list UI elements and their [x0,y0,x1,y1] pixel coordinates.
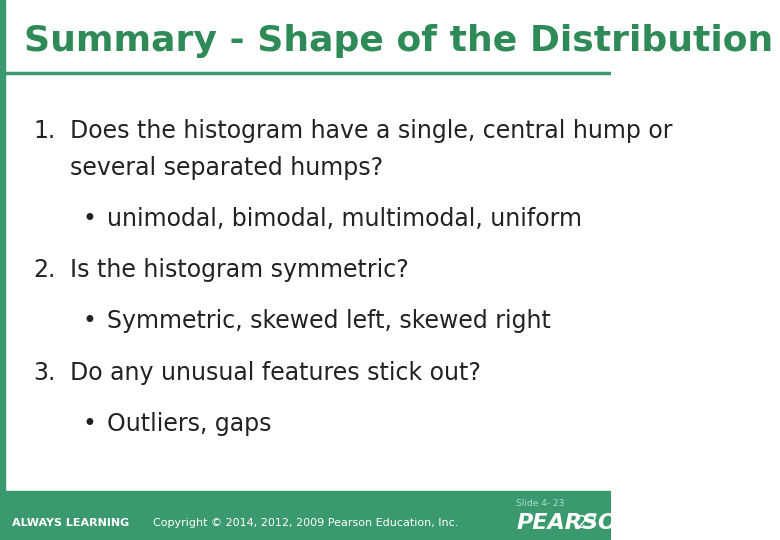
Text: unimodal, bimodal, multimodal, uniform: unimodal, bimodal, multimodal, uniform [107,207,582,231]
Bar [0,0,5,491]
Text: 3.: 3. [34,361,56,384]
Text: PEARSON: PEARSON [516,512,636,533]
Text: several separated humps?: several separated humps? [70,156,384,179]
Text: Outliers, gaps: Outliers, gaps [107,412,271,436]
Text: Does the histogram have a single, central hump or: Does the histogram have a single, centra… [70,119,673,143]
Bar [0,491,611,540]
Text: •: • [83,207,97,231]
Text: Is the histogram symmetric?: Is the histogram symmetric? [70,258,409,282]
Text: Symmetric, skewed left, skewed right: Symmetric, skewed left, skewed right [107,309,551,333]
Text: Do any unusual features stick out?: Do any unusual features stick out? [70,361,481,384]
Text: 23: 23 [576,514,597,532]
Text: •: • [83,309,97,333]
Text: 2.: 2. [34,258,56,282]
Text: Summary - Shape of the Distribution: Summary - Shape of the Distribution [24,24,774,57]
Text: Slide 4- 23: Slide 4- 23 [516,499,565,508]
Text: •: • [83,412,97,436]
Text: 1.: 1. [34,119,56,143]
Text: ALWAYS LEARNING: ALWAYS LEARNING [12,518,129,528]
Text: Copyright © 2014, 2012, 2009 Pearson Education, Inc.: Copyright © 2014, 2012, 2009 Pearson Edu… [153,518,458,528]
